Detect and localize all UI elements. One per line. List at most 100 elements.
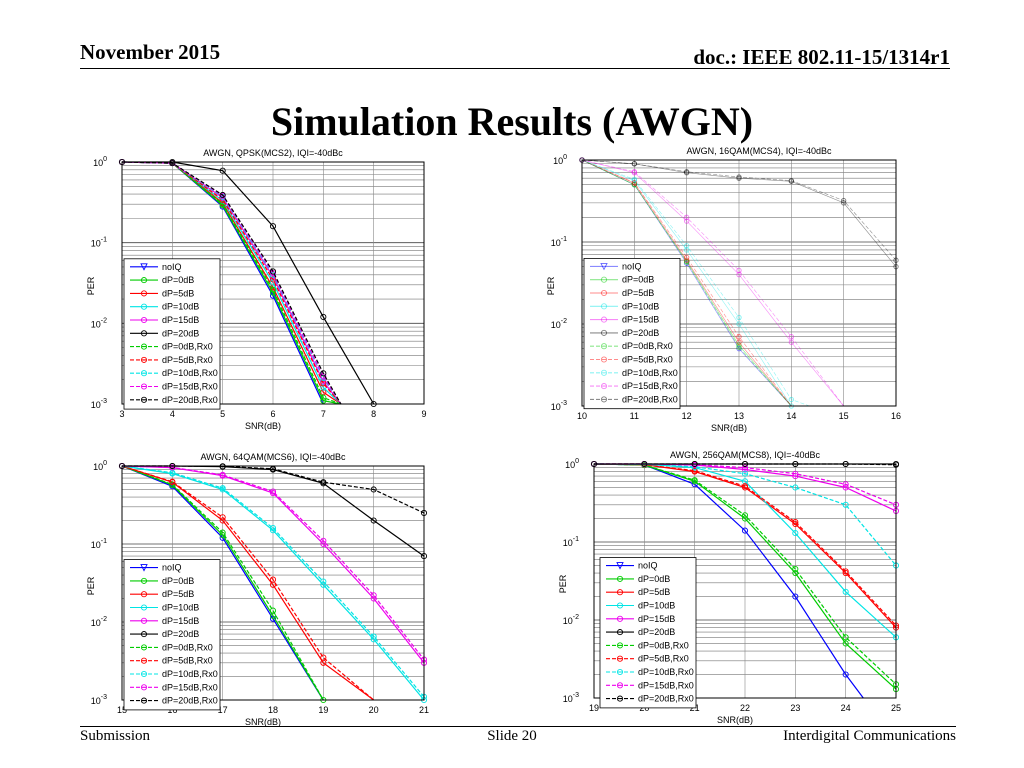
data-point [788, 396, 794, 403]
legend-marker [600, 303, 608, 310]
legend-label: dP=0dB,Rx0 [622, 341, 673, 351]
chart-panel-1: 3 4 5 6 7 8 9 100 10-1 10-2 10-3 AWGN, QPSK(MCS2), … [86, 148, 427, 431]
y-tick-label: 10-3 [91, 694, 107, 706]
legend-marker [140, 617, 148, 624]
legend-marker [600, 329, 608, 336]
series-line-11 [121, 161, 342, 405]
data-point [269, 268, 277, 275]
y-axis-label: PER [558, 574, 568, 593]
x-tick-label: 20 [369, 705, 379, 715]
legend-marker [140, 303, 148, 310]
data-point [691, 477, 698, 484]
data-point [631, 161, 637, 167]
data-point [269, 607, 277, 614]
legend-marker [140, 577, 148, 584]
plot-frame [121, 465, 425, 701]
legend-marker [616, 682, 624, 689]
legend-marker [140, 263, 148, 271]
data-point [370, 592, 377, 599]
data-point [792, 519, 799, 526]
legend-marker [600, 383, 608, 390]
x-tick-label: 21 [419, 705, 429, 715]
legend: noIQ dP=0dB dP=5dB dP=10dB dP=15dB dP=20dB dP=… [123, 258, 221, 410]
legend-marker [600, 369, 608, 376]
x-tick-label: 13 [734, 411, 744, 421]
legend-label: dP=20dB,Rx0 [622, 394, 678, 404]
legend: noIQ dP=0dB dP=5dB dP=10dB dP=15dB dP=20dB dP=… [599, 557, 697, 709]
data-point [736, 339, 742, 345]
data-point [842, 671, 849, 678]
header-date: November 2015 [80, 40, 221, 64]
data-point [269, 488, 277, 495]
data-point [219, 191, 226, 199]
series-line-10 [121, 465, 425, 660]
data-point [219, 485, 226, 492]
data-point [842, 568, 849, 575]
chart-title: AWGN, QPSK(MCS2), IQI=-40dBc [203, 148, 343, 158]
chart-title: AWGN, 256QAM(MCS8), IQI=-40dBc [670, 450, 820, 460]
legend-marker [600, 396, 608, 403]
series-line-10 [121, 161, 342, 405]
legend-box [123, 258, 221, 410]
data-point [842, 634, 849, 641]
legend-label: dP=0dB [162, 576, 194, 586]
legend-label: noIQ [162, 563, 182, 573]
x-tick-label: 17 [218, 705, 228, 715]
chart-title: AWGN, 16QAM(MCS4), IQI=-40dBc [687, 146, 832, 156]
data-point [320, 384, 327, 391]
legend-label: dP=10dB,Rx0 [622, 368, 678, 378]
legend-label: dP=5dB [622, 288, 654, 298]
chart-panel-2: 10 11 12 13 14 15 16 100 10-1 10-2 10-3 AWGN, 16QAM… [546, 146, 901, 433]
data-point [736, 334, 742, 340]
legend-label: dP=5dB,Rx0 [638, 654, 689, 664]
legend-marker [140, 657, 148, 664]
y-tick-label: 10-1 [563, 536, 579, 548]
legend-marker [140, 591, 148, 598]
header-rule [80, 68, 950, 69]
data-point [219, 167, 226, 174]
x-tick-label: 24 [841, 703, 851, 713]
legend-marker [140, 564, 148, 572]
x-tick-label: 19 [589, 703, 599, 713]
legend-label: dP=15dB,Rx0 [638, 680, 694, 690]
legend-marker [140, 277, 148, 284]
legend-marker [140, 670, 148, 678]
data-point [841, 197, 847, 204]
y-tick-label: 100 [93, 460, 107, 472]
legend-label: dP=5dB [162, 589, 194, 599]
x-tick-label: 25 [891, 703, 901, 713]
data-point [631, 176, 637, 183]
data-point [736, 344, 742, 350]
legend-label: dP=10dB,Rx0 [162, 368, 218, 378]
data-point [631, 169, 637, 175]
legend-label: dP=10dB [162, 302, 199, 312]
legend-marker [616, 615, 624, 622]
data-point [631, 182, 637, 188]
x-tick-label: 12 [682, 411, 692, 421]
footer-rule [80, 726, 956, 727]
y-tick-label: 100 [93, 156, 107, 168]
data-point [741, 512, 749, 519]
data-point [736, 321, 742, 327]
series-line-7 [581, 159, 792, 407]
series-line-7 [121, 465, 324, 701]
data-point [792, 484, 799, 491]
data-point [792, 593, 799, 600]
series-line-11 [581, 159, 897, 261]
legend-marker [616, 602, 624, 609]
y-tick-label: 10-3 [91, 398, 107, 410]
legend-marker [140, 396, 148, 403]
legend-label: dP=10dB,Rx0 [162, 669, 218, 679]
data-point [320, 370, 327, 377]
legend-marker [140, 343, 148, 350]
data-point [684, 254, 690, 260]
legend-label: dP=15dB [162, 315, 199, 325]
x-axis-label: SNR(dB) [717, 715, 753, 725]
legend-marker [140, 316, 148, 324]
plot-frame [581, 159, 897, 407]
data-point [792, 470, 799, 477]
series-line-8 [121, 161, 342, 405]
legend-label: dP=20dB,Rx0 [162, 696, 218, 706]
